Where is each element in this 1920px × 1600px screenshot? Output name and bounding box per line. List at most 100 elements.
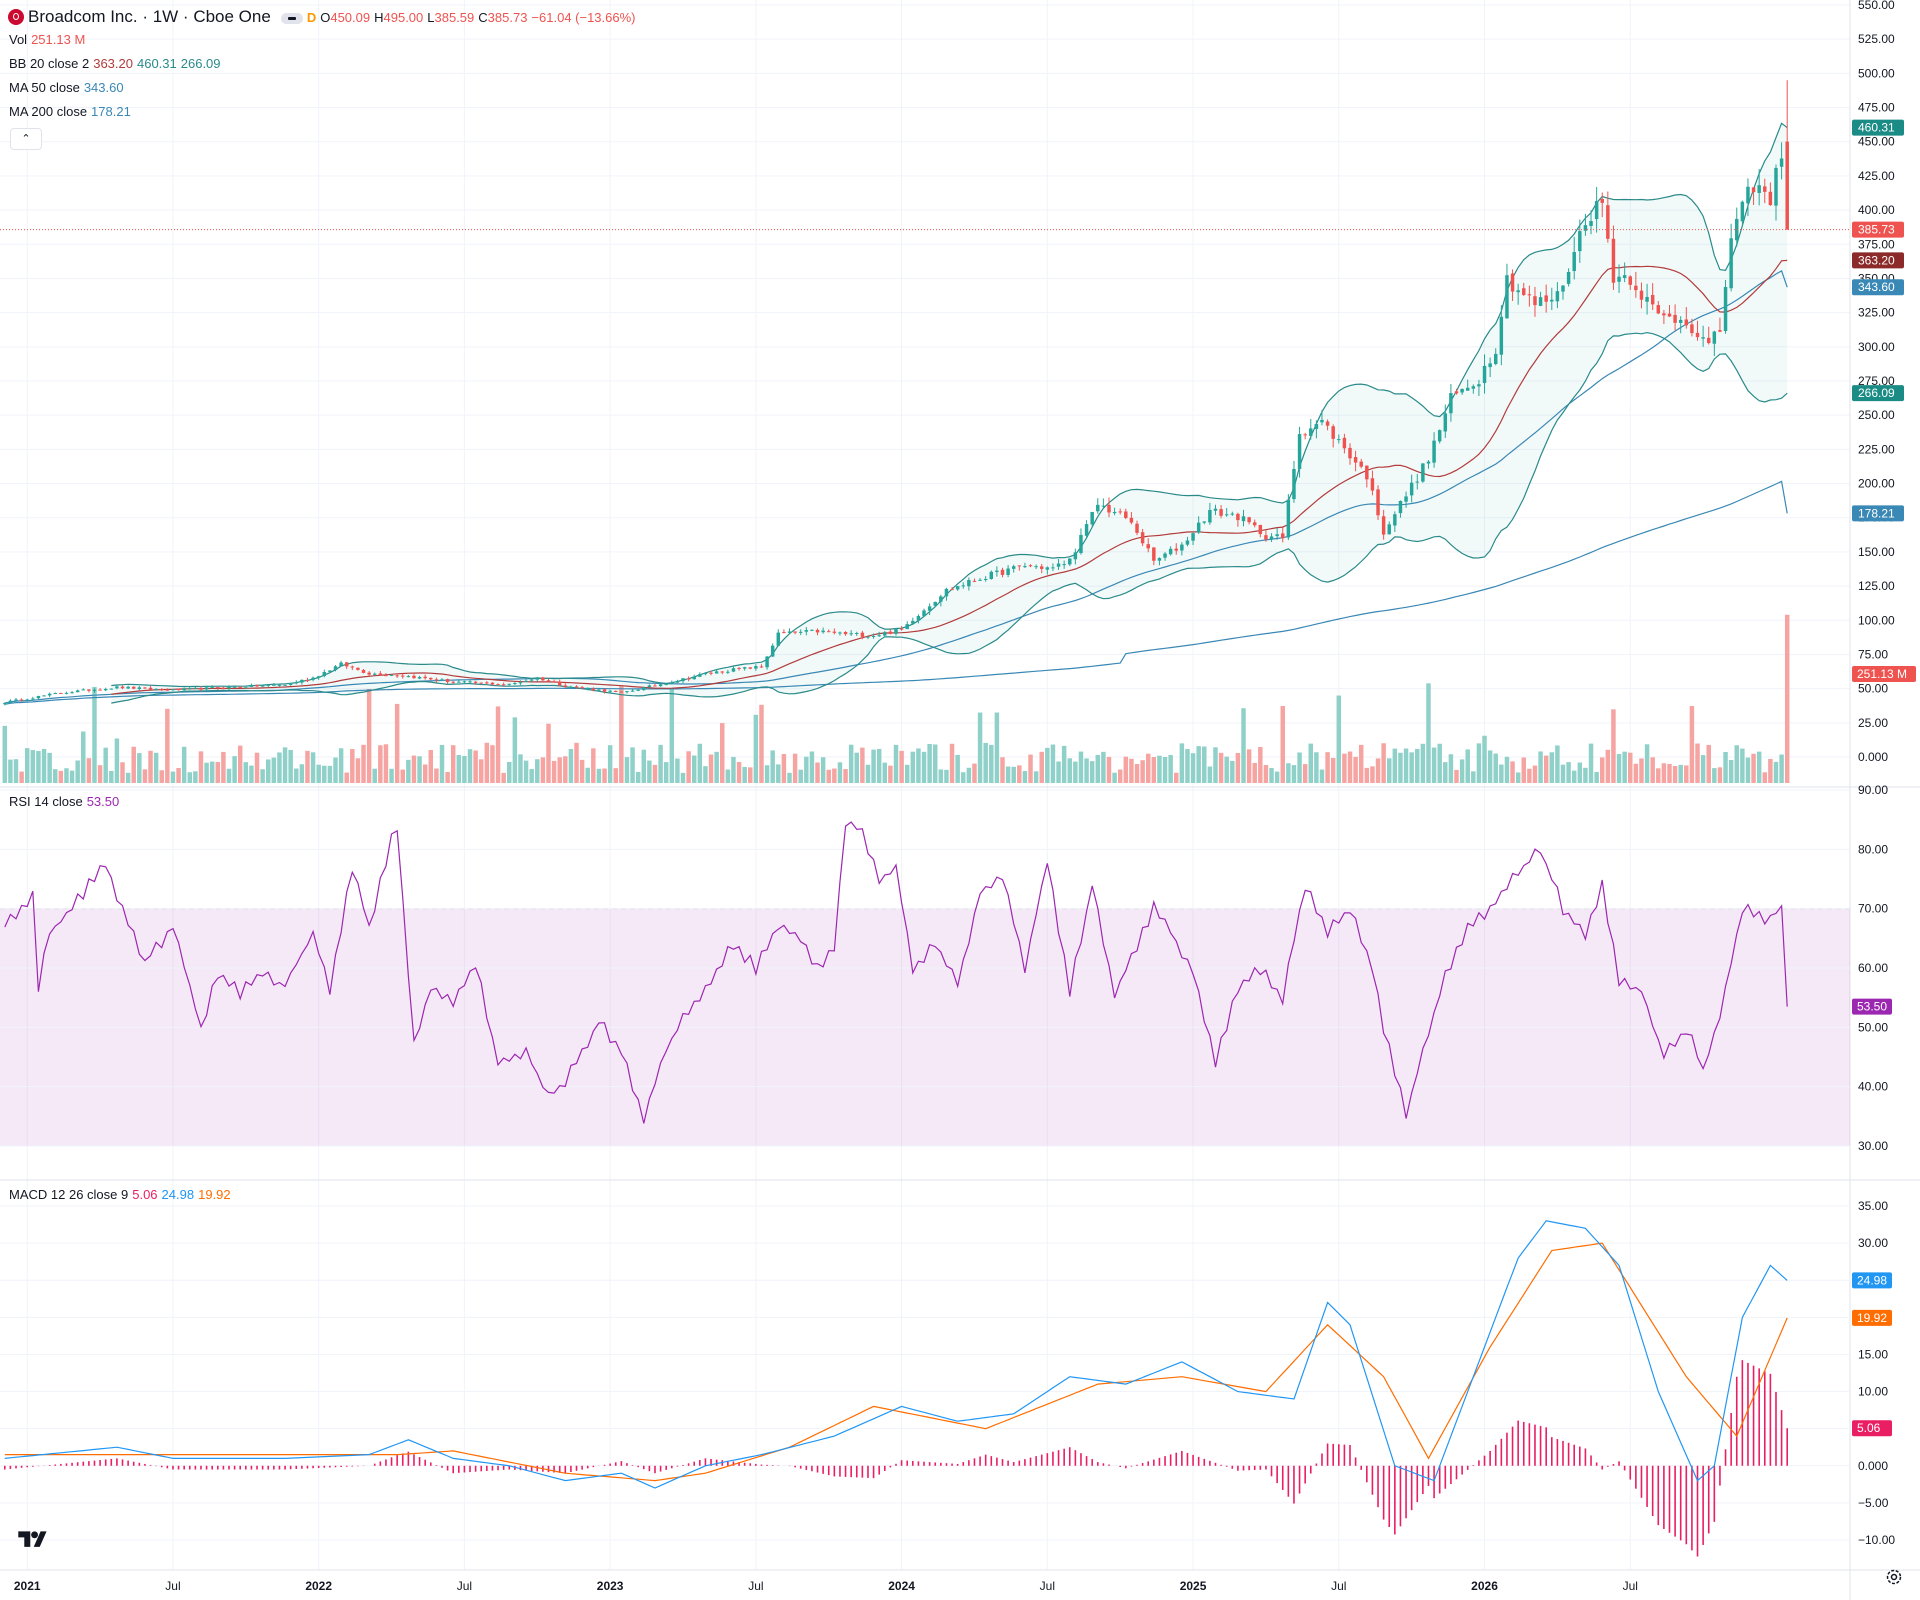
volume-bar — [1784, 614, 1790, 783]
time-axis-label: Jul — [165, 1579, 180, 1593]
collapse-legend-button[interactable]: ⌃ — [10, 128, 42, 150]
candle-body — [1471, 386, 1476, 389]
volume-bar — [910, 751, 916, 783]
volume-bar — [495, 706, 501, 783]
volume-bar — [725, 769, 731, 783]
rsi-value: 53.50 — [86, 794, 120, 809]
macd-label: MACD 12 26 close 9 — [9, 1187, 129, 1202]
ma50-line — [4, 270, 1788, 704]
candle-body — [1124, 511, 1128, 518]
candle-body — [1656, 305, 1661, 314]
volume-bar — [1353, 756, 1358, 783]
ma50-legend[interactable]: MA 50 close 343.60 — [9, 80, 128, 95]
volume-bar — [1168, 755, 1173, 783]
volume-bar — [613, 768, 618, 783]
volume-bar — [865, 764, 871, 783]
candle-body — [1202, 521, 1207, 523]
candle-body — [647, 685, 652, 688]
price-tick-label: 25.00 — [1858, 716, 1888, 730]
candle-body — [871, 636, 876, 638]
volume-bar — [635, 771, 641, 783]
volume-bar — [1067, 758, 1072, 783]
candle-body — [507, 683, 511, 685]
volume-bar — [120, 762, 125, 783]
volume-bar — [8, 759, 13, 783]
candle-body — [843, 631, 848, 635]
time-axis-label: 2021 — [14, 1579, 41, 1593]
last-price-tag: 385.73 — [1858, 223, 1895, 237]
volume-bar — [1045, 747, 1050, 783]
candle-body — [316, 676, 321, 678]
candle-body — [1516, 290, 1520, 293]
volume-bar — [1611, 709, 1616, 783]
macd-legend[interactable]: MACD 12 26 close 9 5.06 24.98 19.92 — [9, 1187, 235, 1202]
volume-bar — [1347, 751, 1353, 783]
bb-label: BB 20 close 2 — [9, 56, 90, 71]
volume-bar — [24, 748, 30, 783]
candle-body — [552, 681, 556, 683]
volume-bar — [1437, 743, 1442, 783]
macd-hist-tag-box — [1852, 1420, 1892, 1437]
candle-body — [759, 666, 764, 668]
candle-body — [1006, 568, 1010, 575]
candle-body — [787, 631, 792, 633]
vol-legend[interactable]: Vol 251.13 M — [9, 32, 89, 47]
candle-body — [311, 677, 315, 680]
bb-legend[interactable]: BB 20 close 2 363.20 460.31 266.09 — [9, 56, 225, 71]
candle-body — [1331, 426, 1335, 439]
volume-bar — [1527, 768, 1532, 783]
volume-bar — [30, 750, 36, 783]
candle-body — [1723, 287, 1728, 332]
candle-body — [70, 692, 74, 694]
volume-bar — [1364, 767, 1370, 783]
candle-body — [339, 662, 343, 667]
rsi-legend[interactable]: RSI 14 close 53.50 — [9, 794, 123, 809]
candle-body — [1174, 548, 1178, 551]
volume-bar — [1717, 767, 1723, 783]
candle-body — [731, 668, 736, 672]
candle-body — [1533, 296, 1537, 306]
volume-bar — [1252, 762, 1257, 783]
candle-body — [199, 688, 203, 690]
gear-icon[interactable] — [1884, 1567, 1904, 1587]
volume-bar — [820, 757, 826, 783]
volume-bar — [170, 771, 176, 783]
volume-bar — [361, 744, 366, 783]
volume-bar — [456, 755, 462, 783]
candle-body — [42, 695, 46, 697]
volume-bar — [69, 770, 75, 783]
price-tick-label: 50.00 — [1858, 682, 1888, 696]
candles — [3, 80, 1789, 706]
volume-bar — [989, 744, 994, 783]
volume-bar — [703, 766, 708, 783]
volume-bar — [1588, 743, 1594, 783]
volume-bar — [1078, 751, 1084, 783]
candle-body — [1639, 290, 1644, 300]
candle-body — [877, 635, 881, 637]
candle-body — [1191, 533, 1195, 541]
candle-body — [1152, 547, 1156, 561]
visibility-toggle-icon[interactable] — [280, 13, 303, 25]
volume-bar — [1263, 765, 1269, 783]
symbol-title[interactable]: Broadcom Inc. · 1W · Cboe One — [28, 7, 271, 26]
candle-body — [1247, 517, 1251, 523]
candle-body — [1023, 566, 1027, 568]
candle-body — [535, 677, 540, 680]
volume-bar — [1521, 757, 1526, 783]
candle-body — [1252, 522, 1257, 526]
volume-bar — [955, 754, 960, 783]
ma200-legend[interactable]: MA 200 close 178.21 — [9, 104, 135, 119]
vol-label: Vol — [9, 32, 28, 47]
candle-body — [546, 680, 551, 682]
volume-bar — [478, 759, 484, 783]
candle-body — [1493, 353, 1498, 365]
time-axis-label: Jul — [748, 1579, 763, 1593]
candle-body — [619, 691, 624, 693]
volume-bar — [848, 744, 854, 783]
candle-body — [361, 669, 366, 673]
candle-body — [978, 579, 982, 581]
candle-body — [367, 672, 371, 675]
candle-body — [1213, 508, 1218, 511]
tradingview-logo-icon[interactable] — [16, 1528, 48, 1552]
